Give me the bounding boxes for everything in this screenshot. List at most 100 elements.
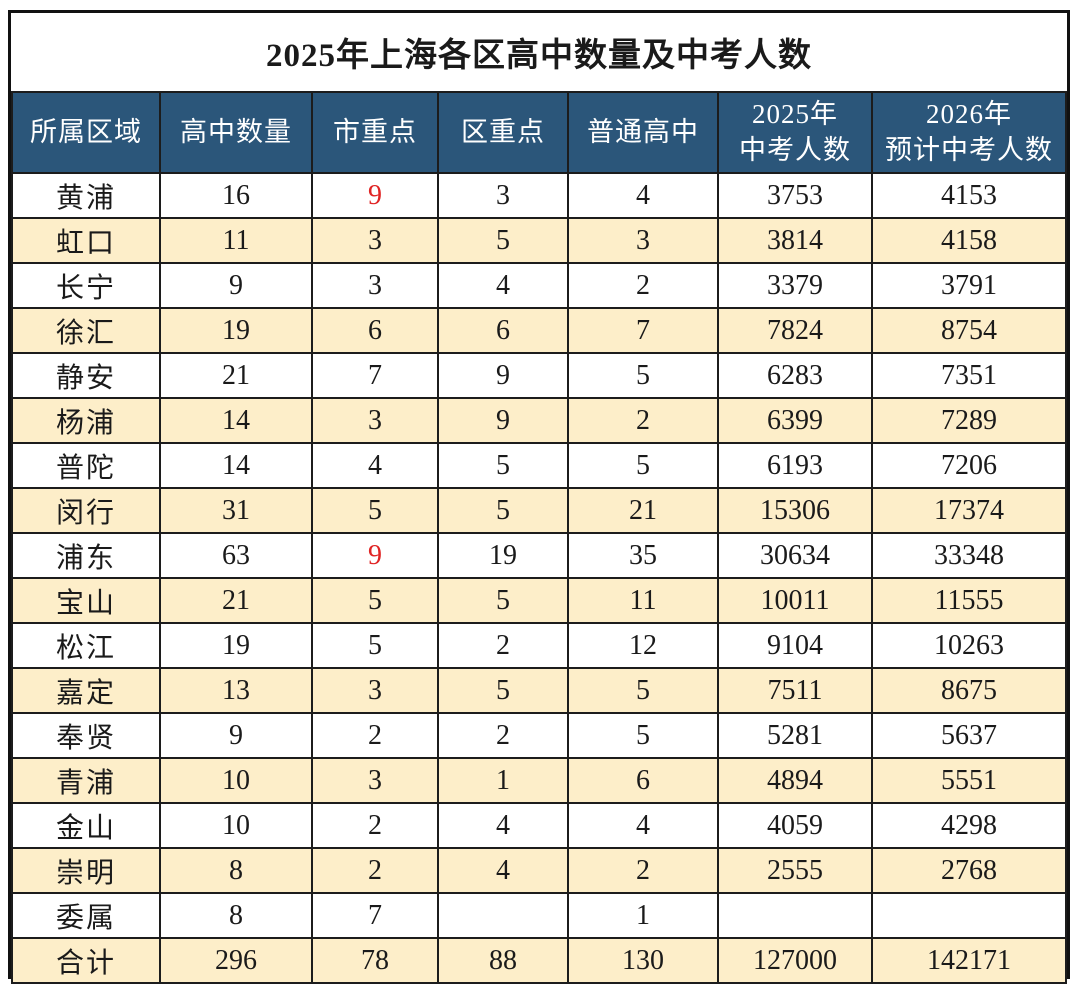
region-cell: 委属 <box>11 892 161 939</box>
value-cell: 33348 <box>871 532 1067 579</box>
table-row: 浦东 63 9 19 35 30634 33348 <box>11 532 1067 579</box>
value-cell: 5 <box>437 577 569 624</box>
value-cell: 30634 <box>717 532 873 579</box>
value-cell: 4158 <box>871 217 1067 264</box>
value-cell: 9 <box>437 397 569 444</box>
value-cell: 142171 <box>871 937 1067 984</box>
value-cell: 15306 <box>717 487 873 534</box>
value-cell: 2 <box>311 712 439 759</box>
table-row: 静安 21 7 9 5 6283 7351 <box>11 352 1067 399</box>
value-cell: 3 <box>311 667 439 714</box>
total-row: 合计 296 78 88 130 127000 142171 <box>11 937 1067 984</box>
region-cell: 宝山 <box>11 577 161 624</box>
value-cell: 88 <box>437 937 569 984</box>
value-cell: 9104 <box>717 622 873 669</box>
region-cell: 杨浦 <box>11 397 161 444</box>
value-cell: 9 <box>159 712 313 759</box>
table-row: 金山 10 2 4 4 4059 4298 <box>11 802 1067 849</box>
value-cell: 4 <box>567 172 719 219</box>
value-cell: 5 <box>567 712 719 759</box>
value-cell <box>871 892 1067 939</box>
value-cell: 130 <box>567 937 719 984</box>
region-cell: 静安 <box>11 352 161 399</box>
column-header-region: 所属区域 <box>11 91 161 174</box>
value-cell: 7 <box>567 307 719 354</box>
value-cell: 7 <box>311 892 439 939</box>
table-row: 黄浦 16 9 3 4 3753 4153 <box>11 172 1067 219</box>
value-cell: 7 <box>311 352 439 399</box>
value-cell: 21 <box>159 577 313 624</box>
value-cell: 7824 <box>717 307 873 354</box>
value-cell: 3814 <box>717 217 873 264</box>
table-row: 普陀 14 4 5 5 6193 7206 <box>11 442 1067 489</box>
region-cell: 金山 <box>11 802 161 849</box>
region-cell: 奉贤 <box>11 712 161 759</box>
value-cell: 7206 <box>871 442 1067 489</box>
column-header-district-key: 区重点 <box>437 91 569 174</box>
value-cell: 5637 <box>871 712 1067 759</box>
value-cell: 2 <box>311 847 439 894</box>
value-cell: 4894 <box>717 757 873 804</box>
value-cell: 7351 <box>871 352 1067 399</box>
region-cell: 松江 <box>11 622 161 669</box>
region-cell: 徐汇 <box>11 307 161 354</box>
value-cell: 14 <box>159 442 313 489</box>
value-cell: 4059 <box>717 802 873 849</box>
value-cell: 3379 <box>717 262 873 309</box>
value-cell: 35 <box>567 532 719 579</box>
value-cell: 3753 <box>717 172 873 219</box>
value-cell: 10263 <box>871 622 1067 669</box>
value-cell: 19 <box>159 622 313 669</box>
value-cell: 19 <box>159 307 313 354</box>
value-cell: 17374 <box>871 487 1067 534</box>
page-title: 2025年上海各区高中数量及中考人数 <box>11 13 1067 91</box>
value-cell: 3 <box>437 172 569 219</box>
value-cell <box>717 892 873 939</box>
region-cell: 青浦 <box>11 757 161 804</box>
value-cell: 19 <box>437 532 569 579</box>
column-header-ordinary: 普通高中 <box>567 91 719 174</box>
table-frame: 2025年上海各区高中数量及中考人数 所属区域 高中数量 市重点 区重点 普通高… <box>8 10 1070 984</box>
value-cell <box>437 892 569 939</box>
value-cell: 78 <box>311 937 439 984</box>
value-cell: 6 <box>437 307 569 354</box>
value-cell: 2 <box>567 847 719 894</box>
value-cell: 5 <box>437 667 569 714</box>
region-cell: 长宁 <box>11 262 161 309</box>
value-cell: 14 <box>159 397 313 444</box>
value-cell: 5 <box>311 577 439 624</box>
value-cell: 5 <box>437 442 569 489</box>
value-cell: 6 <box>567 757 719 804</box>
region-cell: 浦东 <box>11 532 161 579</box>
table-row: 徐汇 19 6 6 7 7824 8754 <box>11 307 1067 354</box>
value-cell: 1 <box>437 757 569 804</box>
value-cell: 5551 <box>871 757 1067 804</box>
column-header-highschool-count: 高中数量 <box>159 91 313 174</box>
value-cell: 9 <box>311 172 439 219</box>
value-cell: 3 <box>311 397 439 444</box>
value-cell: 6193 <box>717 442 873 489</box>
value-cell: 8754 <box>871 307 1067 354</box>
value-cell: 5 <box>567 667 719 714</box>
value-cell: 2 <box>437 712 569 759</box>
region-cell: 黄浦 <box>11 172 161 219</box>
region-cell: 闵行 <box>11 487 161 534</box>
value-cell: 21 <box>567 487 719 534</box>
table-row: 虹口 11 3 5 3 3814 4158 <box>11 217 1067 264</box>
value-cell: 4 <box>437 802 569 849</box>
value-cell: 10 <box>159 802 313 849</box>
value-cell: 5 <box>311 622 439 669</box>
region-cell: 崇明 <box>11 847 161 894</box>
value-cell: 4 <box>437 847 569 894</box>
column-header-2026-forecast: 2026年 预计中考人数 <box>871 91 1067 174</box>
value-cell: 5 <box>567 352 719 399</box>
value-cell: 5 <box>437 217 569 264</box>
table-row: 青浦 10 3 1 6 4894 5551 <box>11 757 1067 804</box>
value-cell: 11 <box>567 577 719 624</box>
value-cell: 127000 <box>717 937 873 984</box>
value-cell: 9 <box>159 262 313 309</box>
value-cell: 4 <box>437 262 569 309</box>
value-cell: 13 <box>159 667 313 714</box>
table-row: 奉贤 9 2 2 5 5281 5637 <box>11 712 1067 759</box>
table-row: 杨浦 14 3 9 2 6399 7289 <box>11 397 1067 444</box>
